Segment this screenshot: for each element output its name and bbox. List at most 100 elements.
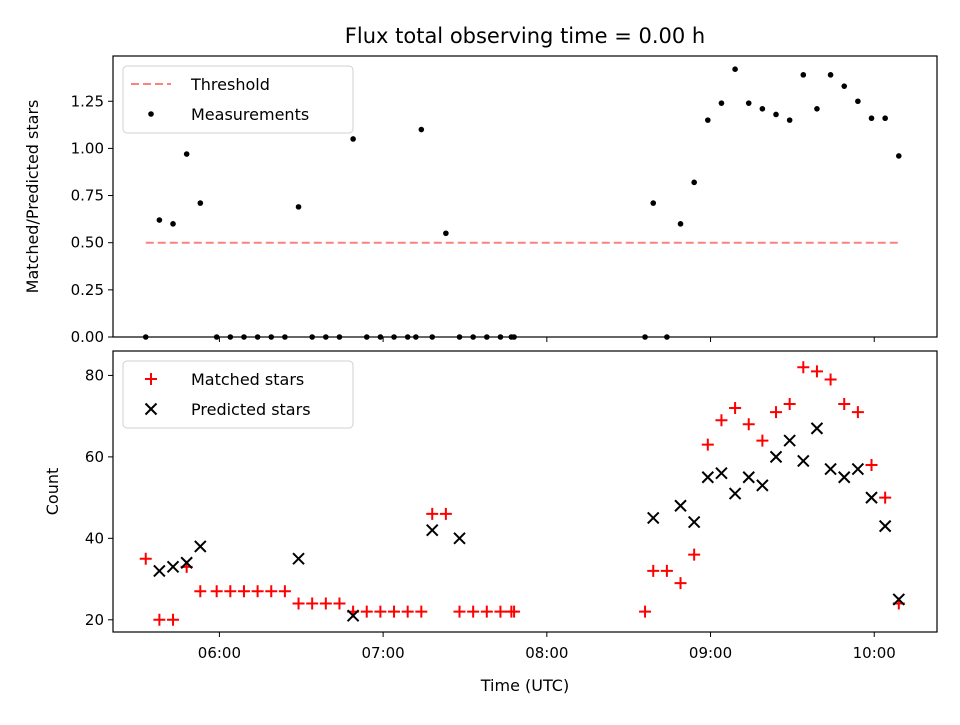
matched-star-point — [824, 373, 837, 386]
x-tick-label: 06:00 — [198, 644, 241, 662]
y-tick-label: 0.25 — [71, 281, 104, 299]
measurement-point — [443, 230, 449, 237]
predicted-star-point — [742, 471, 755, 484]
matched-star-point — [292, 597, 305, 610]
predicted-star-point — [810, 422, 824, 435]
predicted-star-point — [701, 471, 715, 484]
matched-star-point — [360, 605, 373, 618]
predicted-star-point — [292, 552, 305, 565]
measurement-point — [363, 334, 370, 340]
legend-label: Threshold — [190, 75, 270, 94]
predicted-star-point — [865, 491, 878, 504]
x-tick-label: 09:00 — [689, 644, 732, 662]
measurement-point — [650, 200, 657, 206]
measurement-point — [759, 106, 766, 112]
y-tick-label: 1.00 — [71, 139, 104, 157]
matched-star-point — [688, 548, 701, 561]
matched-star-point — [674, 577, 687, 590]
measurement-point — [418, 126, 425, 133]
measurement-point — [642, 334, 648, 340]
matched-star-point — [278, 585, 291, 598]
predicted-star-point — [878, 519, 892, 533]
matched-star-point — [401, 605, 414, 618]
measurement-point — [800, 72, 807, 78]
legend-measurement-swatch — [148, 111, 154, 117]
matched-star-point — [224, 585, 237, 598]
x-tick-label: 08:00 — [525, 644, 568, 662]
measurement-point — [705, 117, 711, 123]
matched-star-point — [439, 507, 452, 520]
measurement-point — [227, 334, 234, 340]
matched-star-point — [210, 585, 223, 598]
measurement-point — [309, 334, 315, 340]
matched-star-point — [388, 605, 401, 618]
predicted-star-point — [426, 523, 439, 537]
measurement-point — [677, 221, 684, 227]
matched-star-point — [480, 605, 493, 618]
measurement-point — [282, 334, 288, 340]
predicted-star-point — [756, 479, 769, 492]
matched-star-point — [770, 406, 783, 419]
predicted-star-point — [824, 462, 837, 476]
legend-label: Measurements — [191, 105, 309, 124]
measurement-point — [413, 334, 419, 340]
measurement-point — [745, 100, 752, 106]
measurement-point — [841, 83, 848, 89]
matched-star-point — [660, 564, 673, 577]
predicted-star-point — [194, 540, 207, 553]
measurement-point — [855, 98, 861, 105]
measurement-point — [241, 334, 247, 340]
predicted-star-point — [687, 515, 701, 529]
matched-star-point — [797, 361, 810, 374]
matched-star-point — [153, 613, 166, 626]
matched-star-point — [865, 459, 878, 472]
matched-star-point — [851, 406, 864, 419]
measurement-point — [156, 217, 163, 223]
matched-star-point — [715, 414, 728, 427]
x-axis-label: Time (UTC) — [480, 676, 569, 695]
matched-star-point — [415, 605, 428, 618]
matched-star-point — [783, 397, 796, 410]
measurement-point — [718, 100, 725, 106]
legend-matched-swatch — [145, 373, 157, 385]
measurement-point — [377, 334, 384, 340]
matched-star-point — [879, 491, 892, 504]
matched-star-point — [265, 585, 278, 598]
measurement-point — [511, 334, 517, 340]
measurement-point — [773, 111, 779, 118]
matched-star-point — [333, 597, 346, 610]
measurement-point — [350, 136, 356, 142]
measurement-point — [254, 334, 261, 340]
matched-star-point — [426, 507, 439, 520]
measurement-point — [470, 334, 476, 340]
measurement-point — [882, 115, 888, 122]
matched-star-point — [306, 597, 319, 610]
measurement-point — [336, 334, 343, 340]
legend-predicted-swatch — [144, 402, 158, 416]
y-tick-label: 0.75 — [71, 187, 104, 205]
legend-box — [122, 65, 354, 134]
measurement-point — [827, 72, 834, 78]
matched-star-point — [647, 564, 660, 577]
predicted-star-point — [166, 560, 180, 574]
matched-star-point — [194, 585, 207, 598]
matched-star-point — [167, 613, 180, 626]
measurement-point — [213, 334, 220, 340]
predicted-star-point — [647, 511, 660, 525]
figure-title: Flux total observing time = 0.00 h — [345, 24, 705, 48]
y-tick-label: 60 — [85, 448, 104, 466]
y-tick-label: 40 — [85, 529, 104, 547]
predicted-star-point — [851, 462, 865, 476]
predicted-star-point — [674, 499, 687, 512]
matched-star-point — [467, 605, 480, 618]
predicted-star-point — [153, 564, 166, 578]
y-tick-label: 20 — [85, 611, 104, 629]
legend-label: Matched stars — [191, 370, 304, 389]
measurement-point — [183, 151, 190, 157]
x-tick-label: 10:00 — [853, 644, 896, 662]
measurement-point — [391, 334, 397, 340]
predicted-star-point — [783, 434, 796, 447]
matched-star-point — [701, 438, 714, 451]
